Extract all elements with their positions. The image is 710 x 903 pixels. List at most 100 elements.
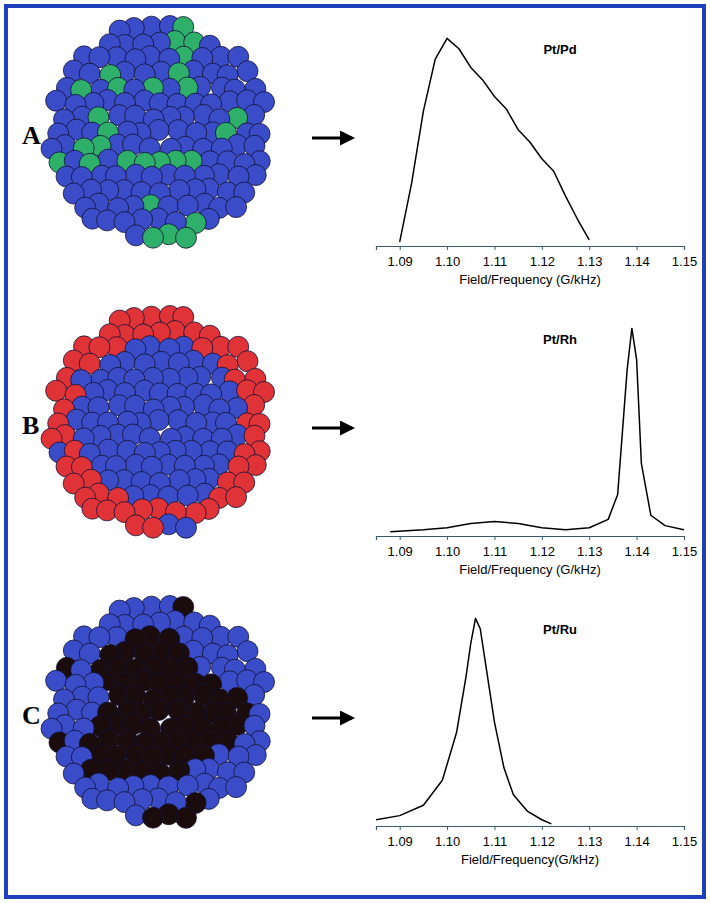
atom	[226, 777, 247, 798]
tick: 1.13	[577, 536, 602, 559]
tick-mark	[589, 536, 590, 540]
atom	[176, 807, 197, 828]
x-axis-title: Field/Frequency(G/kHz)	[461, 852, 599, 867]
tick-mark	[542, 246, 543, 250]
x-axis: 1.09 1.10 1.11 1.12 1.13 1.14 1.15	[377, 826, 698, 849]
tick-mark	[589, 246, 590, 250]
particle	[41, 306, 274, 539]
atom	[176, 227, 197, 248]
tick-label: 1.11	[483, 834, 507, 849]
particle	[41, 596, 274, 829]
x-axis: 1.09 1.10 1.11 1.12 1.13 1.14 1.15	[377, 246, 698, 269]
tick: 1.11	[483, 826, 507, 849]
tick-mark	[684, 246, 685, 250]
tick-mark	[542, 826, 543, 830]
tick: 1.14	[624, 246, 649, 269]
chart-title: Pt/Ru	[543, 622, 577, 637]
atom	[143, 517, 164, 538]
plot-area	[400, 38, 590, 241]
tick-label: 1.15	[672, 254, 697, 269]
tick: 1.10	[435, 246, 460, 269]
tick-label: 1.10	[435, 544, 460, 559]
panel-letter: C	[22, 701, 41, 730]
tick-label: 1.11	[483, 544, 507, 559]
tick: 1.12	[530, 536, 555, 559]
tick-label: 1.15	[672, 544, 697, 559]
tick: 1.12	[530, 246, 555, 269]
tick-mark	[589, 826, 590, 830]
tick-mark	[447, 536, 448, 540]
panel: C 1.09 1.10 1.11 1.12 1.13 1.14 1.15 Field/Frequ…	[22, 596, 697, 867]
tick-label: 1.14	[624, 834, 649, 849]
tick-label: 1.15	[672, 834, 697, 849]
tick-mark	[447, 246, 448, 250]
tick-mark	[494, 246, 495, 250]
tick-mark	[400, 246, 401, 250]
atom	[143, 807, 164, 828]
tick: 1.13	[577, 826, 602, 849]
tick: 1.14	[624, 536, 649, 559]
tick-label: 1.14	[624, 254, 649, 269]
tick: 1.09	[388, 536, 413, 559]
tick-label: 1.09	[388, 544, 413, 559]
arrow	[312, 427, 352, 430]
figure: A 1.09 1.10 1.11 1.12 1.13 1.14 1.15 Field/Frequ…	[0, 0, 710, 903]
tick-mark	[400, 536, 401, 540]
tick-label: 1.13	[577, 544, 602, 559]
chart-title: Pt/Rh	[543, 332, 577, 347]
tick: 1.09	[388, 826, 413, 849]
tick: 1.14	[624, 826, 649, 849]
atom	[46, 670, 67, 691]
tick: 1.09	[388, 246, 413, 269]
tick-mark	[637, 536, 638, 540]
border	[6, 6, 704, 897]
atom	[176, 517, 197, 538]
tick: 1.12	[530, 826, 555, 849]
tick-label: 1.12	[530, 254, 555, 269]
tick-mark	[494, 536, 495, 540]
x-axis-title: Field/Frequency (G/kHz)	[459, 562, 601, 577]
x-axis: 1.09 1.10 1.11 1.12 1.13 1.14 1.15	[377, 536, 698, 559]
tick: 1.15	[672, 826, 697, 849]
panel-letter: B	[22, 411, 39, 440]
panel: A 1.09 1.10 1.11 1.12 1.13 1.14 1.15 Field/Frequ…	[22, 16, 697, 287]
atom	[148, 119, 169, 140]
tick: 1.15	[672, 246, 697, 269]
tick-mark	[684, 826, 685, 830]
panel: B 1.09 1.10 1.11 1.12 1.13 1.14 1.15 Field/Frequ…	[22, 306, 697, 577]
tick-label: 1.12	[530, 834, 555, 849]
tick: 1.13	[577, 246, 602, 269]
tick-label: 1.10	[435, 834, 460, 849]
tick-label: 1.13	[577, 254, 602, 269]
tick-label: 1.14	[624, 544, 649, 559]
chart-title: Pt/Pd	[543, 42, 576, 57]
spectrum-line	[400, 38, 590, 241]
atom	[148, 409, 169, 430]
panel-letter: A	[22, 121, 41, 150]
tick-label: 1.10	[435, 254, 460, 269]
arrow	[312, 717, 352, 720]
tick-mark	[542, 536, 543, 540]
axis-line	[377, 537, 685, 541]
tick: 1.15	[672, 536, 697, 559]
tick-mark	[637, 826, 638, 830]
plot-area	[376, 618, 551, 824]
atom	[46, 380, 67, 401]
tick: 1.10	[435, 536, 460, 559]
tick-label: 1.09	[388, 254, 413, 269]
atom	[148, 699, 169, 720]
x-axis-title: Field/Frequency (G/kHz)	[459, 272, 601, 287]
spectrum-line	[390, 328, 684, 531]
atom	[46, 90, 67, 111]
tick-mark	[447, 826, 448, 830]
tick-mark	[637, 246, 638, 250]
atom	[226, 197, 247, 218]
plot-area	[390, 328, 684, 531]
tick: 1.11	[483, 246, 507, 269]
tick-label: 1.13	[577, 834, 602, 849]
axis-line	[377, 827, 685, 831]
atom	[143, 227, 164, 248]
particle	[41, 16, 274, 249]
tick-mark	[684, 536, 685, 540]
atom	[226, 487, 247, 508]
